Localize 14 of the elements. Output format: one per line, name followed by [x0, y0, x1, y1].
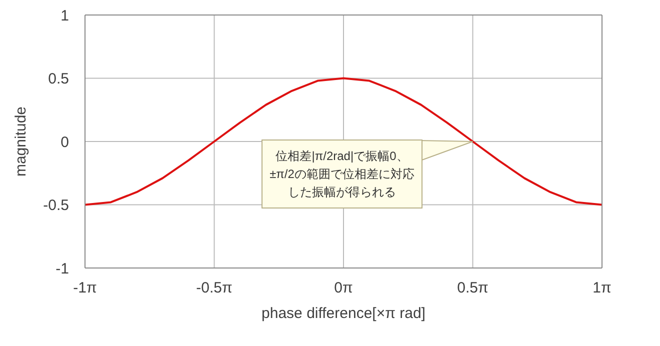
annotation: 位相差|π/2rad|で振幅0、±π/2の範囲で位相差に対応した振幅が得られる — [270, 149, 414, 199]
x-tick-label: 0.5π — [457, 280, 488, 297]
x-axis-title: phase difference[×π rad] — [262, 305, 426, 322]
y-tick-label: -0.5 — [43, 197, 69, 214]
x-tick-label: 0π — [334, 280, 353, 297]
y-tick-label: 0.5 — [48, 70, 69, 88]
x-tick-label: -1π — [73, 280, 97, 297]
y-tick-label: 1 — [60, 7, 69, 24]
x-tick-label: -0.5π — [196, 280, 232, 297]
y-axis-title: magnitude — [12, 106, 30, 177]
x-tick-label: 1π — [592, 280, 612, 297]
y-tick-label: -1 — [56, 260, 69, 278]
line-series — [85, 77, 602, 206]
y-tick-label: 0 — [60, 134, 69, 151]
